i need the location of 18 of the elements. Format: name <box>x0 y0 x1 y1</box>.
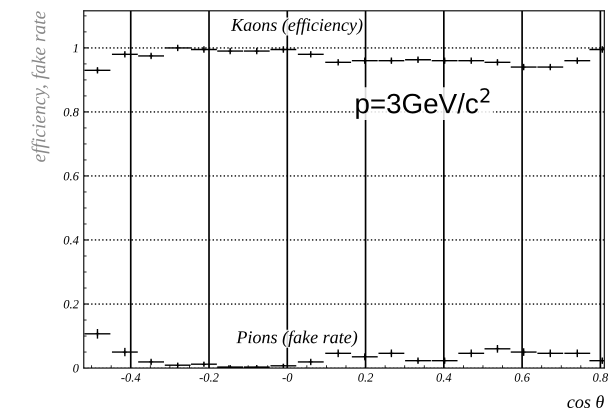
x-tick-label: 0.2 <box>358 373 374 382</box>
series-label: Kaons (efficiency) <box>230 18 362 35</box>
y-tick-label: 0.2 <box>64 300 79 309</box>
x-tick-label: 0.4 <box>436 373 452 382</box>
x-tick-label: -0.2 <box>200 373 219 382</box>
annotation: p=3GeV/c$^{2}$ <box>356 88 490 119</box>
y-tick-label: 0.4 <box>64 236 79 245</box>
y-axis-title: efficiency, fake rate <box>32 11 50 162</box>
y-tick-label: 1 <box>73 44 78 52</box>
series-label: Pions (fake rate) <box>236 330 358 348</box>
y-tick-label: 0.6 <box>64 172 79 180</box>
x-tick-label: -0 <box>282 373 292 382</box>
y-tick-label: 0.8 <box>64 108 79 116</box>
x-tick-label: 0.6 <box>514 373 530 382</box>
x-axis-title: cos θ <box>567 395 604 408</box>
x-tick-label: 0.8 <box>593 373 608 382</box>
x-tick-label: -0.4 <box>121 373 140 382</box>
y-tick-label: 0 <box>73 364 79 373</box>
